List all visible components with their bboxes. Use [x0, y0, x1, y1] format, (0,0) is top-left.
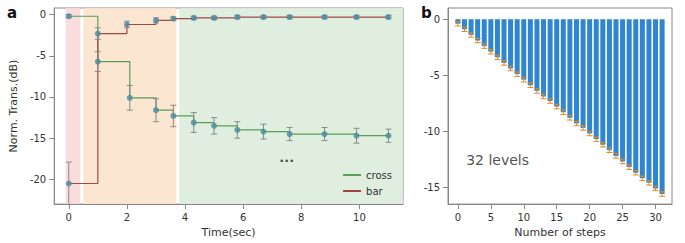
svg-text:a: a	[7, 4, 17, 22]
svg-text:0: 0	[455, 212, 461, 223]
svg-text:25: 25	[616, 212, 629, 223]
svg-text:b: b	[421, 4, 432, 22]
svg-text:8: 8	[298, 212, 304, 223]
svg-text:10: 10	[517, 212, 530, 223]
svg-text:5: 5	[488, 212, 494, 223]
svg-text:Norm. Trans.(dB): Norm. Trans.(dB)	[7, 60, 20, 153]
svg-text:0: 0	[434, 14, 440, 25]
svg-text:...: ...	[279, 150, 294, 165]
svg-text:-10: -10	[424, 126, 440, 137]
svg-text:4: 4	[182, 212, 188, 223]
svg-text:-5: -5	[430, 70, 440, 81]
svg-text:0: 0	[40, 9, 46, 20]
svg-text:-15: -15	[30, 133, 46, 144]
svg-text:10: 10	[353, 212, 366, 223]
svg-text:-5: -5	[36, 50, 46, 61]
svg-text:6: 6	[240, 212, 246, 223]
svg-text:30: 30	[649, 212, 662, 223]
svg-text:20: 20	[583, 212, 596, 223]
svg-text:32 levels: 32 levels	[466, 152, 529, 168]
svg-text:0: 0	[66, 212, 72, 223]
svg-text:Time(sec): Time(sec)	[201, 226, 256, 239]
svg-text:15: 15	[550, 212, 563, 223]
svg-text:Number of steps: Number of steps	[514, 226, 606, 239]
svg-text:-20: -20	[30, 174, 46, 185]
svg-text:-15: -15	[424, 182, 440, 193]
svg-text:bar: bar	[366, 186, 383, 197]
svg-text:-10: -10	[30, 91, 46, 102]
svg-text:cross: cross	[366, 170, 392, 181]
svg-text:2: 2	[124, 212, 130, 223]
